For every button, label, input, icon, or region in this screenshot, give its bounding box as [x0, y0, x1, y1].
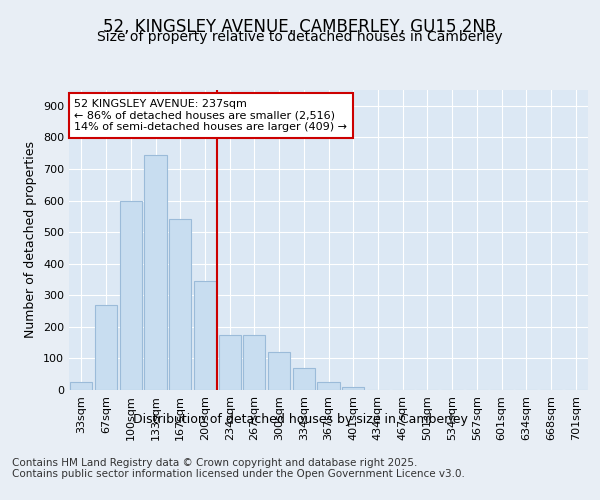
Bar [169, 220, 191, 390]
Y-axis label: Number of detached properties: Number of detached properties [25, 142, 37, 338]
Bar [218, 334, 241, 390]
Bar [95, 304, 117, 390]
Text: Size of property relative to detached houses in Camberley: Size of property relative to detached ho… [97, 30, 503, 44]
Bar [293, 368, 315, 390]
Text: 52, KINGSLEY AVENUE, CAMBERLEY, GU15 2NB: 52, KINGSLEY AVENUE, CAMBERLEY, GU15 2NB [103, 18, 497, 36]
Bar [243, 334, 265, 390]
Bar [145, 154, 167, 390]
Bar [70, 382, 92, 390]
Text: 52 KINGSLEY AVENUE: 237sqm
← 86% of detached houses are smaller (2,516)
14% of s: 52 KINGSLEY AVENUE: 237sqm ← 86% of deta… [74, 99, 347, 132]
Text: Contains HM Land Registry data © Crown copyright and database right 2025.
Contai: Contains HM Land Registry data © Crown c… [12, 458, 465, 479]
Bar [194, 281, 216, 390]
Bar [268, 352, 290, 390]
Bar [119, 200, 142, 390]
Bar [317, 382, 340, 390]
Bar [342, 387, 364, 390]
Text: Distribution of detached houses by size in Camberley: Distribution of detached houses by size … [133, 412, 467, 426]
